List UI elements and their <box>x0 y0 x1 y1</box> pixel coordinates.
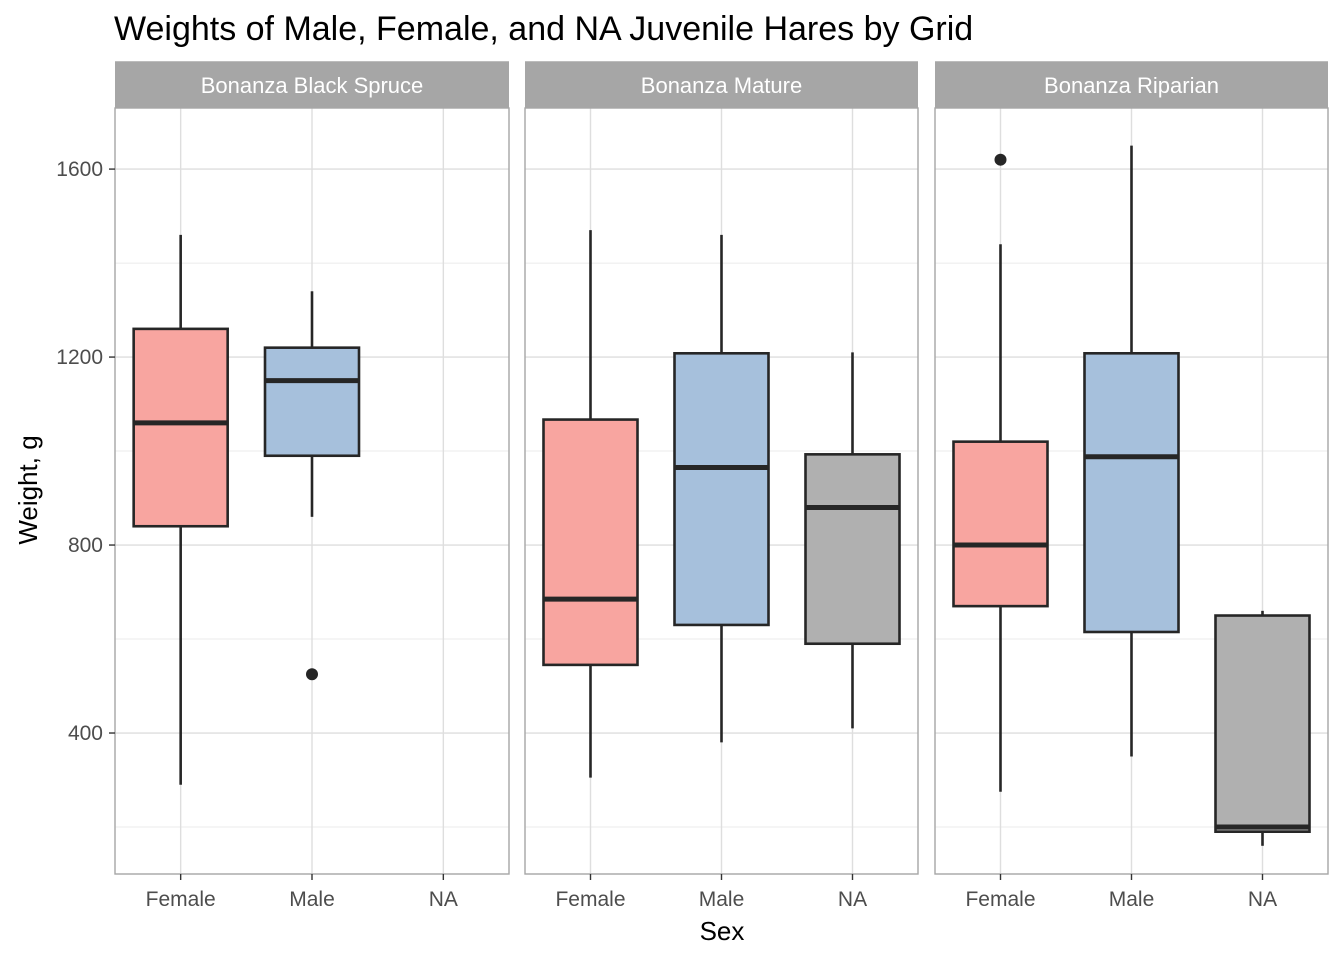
box-female <box>132 234 229 785</box>
y-tick-label: 400 <box>68 722 103 745</box>
box-body <box>132 327 229 528</box>
x-tick-label: Female <box>555 888 625 911</box>
y-axis-title: Weight, g <box>13 435 43 544</box>
x-tick-label: Male <box>289 888 335 911</box>
x-tick-label: NA <box>1248 888 1277 911</box>
x-tick-label: Male <box>699 888 745 911</box>
box-body <box>1083 352 1180 634</box>
box-male <box>673 234 770 743</box>
box-male <box>1083 145 1180 757</box>
x-axis-title: Sex <box>700 916 745 946</box>
y-tick-label: 800 <box>68 534 103 557</box>
x-tick-label: Female <box>965 888 1035 911</box>
facet-strip-label: Bonanza Riparian <box>1044 73 1219 98</box>
outlier-point <box>306 668 318 681</box>
box-body <box>542 418 639 667</box>
facet-strip <box>115 62 509 108</box>
y-tick-label: 1600 <box>56 158 103 181</box>
box-body <box>804 453 901 646</box>
x-tick-label: Female <box>146 888 216 911</box>
box-na <box>1214 610 1311 846</box>
x-tick-label: NA <box>838 888 867 911</box>
facet-strip-label: Bonanza Mature <box>641 73 802 98</box>
box-male <box>263 291 361 681</box>
box-body <box>1214 614 1311 834</box>
box-female <box>952 153 1049 792</box>
facet-strip-label: Bonanza Black Spruce <box>201 73 424 98</box>
x-tick-label: NA <box>429 888 458 911</box>
chart-title: Weights of Male, Female, and NA Juvenile… <box>114 10 973 48</box>
box-body <box>673 352 770 627</box>
facet-strip <box>935 62 1328 108</box>
box-na <box>804 352 901 729</box>
facet-panel: Bonanza Riparian Female Male NA <box>934 61 1329 911</box>
box-body <box>263 346 361 458</box>
box-female <box>542 230 639 778</box>
box-body <box>952 440 1049 608</box>
facet-panel: Bonanza Mature Female Male NA <box>524 61 919 911</box>
facet-panel: Bonanza Black Spruce Female Male NA <box>114 61 510 911</box>
outlier-point <box>994 153 1007 166</box>
y-tick-label: 1200 <box>56 346 103 369</box>
y-axis: 400 800 1200 1600 <box>56 158 115 745</box>
x-tick-label: Male <box>1109 888 1155 911</box>
facet-strip <box>525 62 918 108</box>
